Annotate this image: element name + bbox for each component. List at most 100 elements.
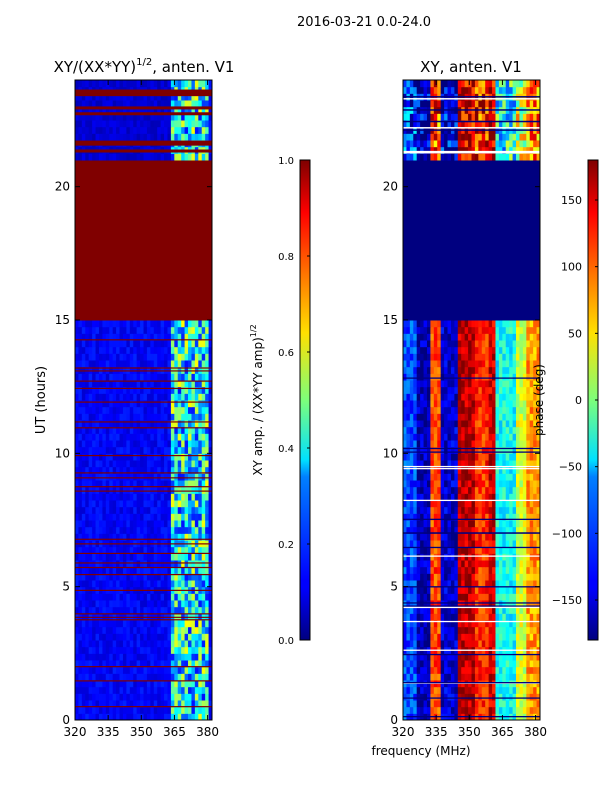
- heatmap-cell: [129, 546, 134, 554]
- heatmap-cell: [198, 700, 203, 708]
- heatmap-cell: [181, 180, 186, 188]
- heatmap-cell: [129, 700, 134, 708]
- heatmap-cell: [444, 653, 449, 661]
- heatmap-cell: [174, 286, 179, 294]
- heatmap-cell: [423, 540, 428, 548]
- heatmap-cell: [170, 253, 175, 261]
- heatmap-cell: [188, 346, 192, 354]
- heatmap-cell: [75, 120, 79, 128]
- heatmap-cell: [444, 586, 449, 594]
- heatmap-cell: [140, 426, 144, 434]
- heatmap-cell: [198, 213, 203, 221]
- heatmap-cell: [198, 433, 203, 441]
- heatmap-cell: [205, 133, 210, 141]
- heatmap-cell: [170, 366, 175, 374]
- heatmap-cell: [75, 366, 79, 374]
- heatmap-cell: [205, 440, 210, 448]
- heatmap-cell: [102, 253, 107, 261]
- heatmap-cell: [444, 693, 449, 701]
- heatmap-cell: [188, 233, 192, 241]
- heatmap-cell: [119, 486, 124, 494]
- heatmap-cell: [116, 706, 121, 714]
- heatmap-cell: [498, 706, 503, 714]
- heatmap-cell: [112, 560, 117, 568]
- heatmap-cell: [136, 100, 141, 108]
- heatmap-cell: [505, 546, 510, 554]
- heatmap-cell: [153, 360, 158, 368]
- heatmap-cell: [157, 406, 162, 414]
- heatmap-cell: [102, 293, 107, 301]
- heatmap-cell: [129, 200, 134, 208]
- heatmap-cell: [205, 353, 210, 361]
- heatmap-cell: [208, 206, 212, 214]
- heatmap-cell: [450, 586, 455, 594]
- heatmap-cell: [191, 200, 196, 208]
- heatmap-cell: [150, 526, 155, 534]
- heatmap-cell: [423, 620, 428, 628]
- heatmap-cell: [174, 186, 179, 194]
- heatmap-cell: [198, 173, 203, 181]
- heatmap-cell: [119, 420, 124, 428]
- heatmap-cell: [126, 106, 131, 114]
- heatmap-cell: [519, 673, 524, 681]
- heatmap-cell: [181, 660, 186, 668]
- heatmap-cell: [160, 173, 165, 181]
- heatmap-cell: [146, 620, 151, 628]
- heatmap-cell: [92, 220, 97, 228]
- heatmap-cell: [471, 606, 476, 614]
- heatmap-cell: [143, 526, 148, 534]
- heatmap-cell: [512, 620, 517, 628]
- heatmap-cell: [170, 333, 175, 341]
- flag-line: [75, 613, 212, 615]
- heatmap-cell: [157, 620, 162, 628]
- heatmap-cell: [502, 593, 507, 601]
- heatmap-cell: [81, 366, 86, 374]
- heatmap-cell: [98, 360, 103, 368]
- heatmap-cell: [194, 133, 199, 141]
- heatmap-cell: [88, 93, 93, 101]
- heatmap-cell: [102, 466, 107, 474]
- heatmap-cell: [174, 353, 179, 361]
- heatmap-cell: [136, 206, 141, 214]
- heatmap-cell: [81, 513, 86, 521]
- heatmap-cell: [102, 393, 107, 401]
- heatmap-cell: [437, 560, 442, 568]
- heatmap-cell: [112, 133, 117, 141]
- heatmap-cell: [205, 200, 210, 208]
- heatmap-cell: [184, 433, 189, 441]
- heatmap-cell: [512, 606, 517, 614]
- heatmap-cell: [170, 460, 175, 468]
- heatmap-cell: [191, 680, 196, 688]
- heatmap-cell: [174, 106, 179, 114]
- heatmap-cell: [416, 626, 421, 634]
- heatmap-cell: [492, 553, 496, 561]
- heatmap-cell: [201, 153, 206, 161]
- heatmap-cell: [164, 666, 168, 674]
- heatmap-cell: [502, 573, 507, 581]
- heatmap-cell: [129, 686, 134, 694]
- heatmap-cell: [81, 253, 86, 261]
- heatmap-cell: [194, 220, 199, 228]
- heatmap-cell: [126, 213, 131, 221]
- heatmap-cell: [205, 400, 210, 408]
- heatmap-cell: [181, 406, 186, 414]
- heatmap-cell: [133, 566, 138, 574]
- heatmap-cell: [516, 706, 520, 714]
- heatmap-cell: [468, 653, 472, 661]
- heatmap-cell: [430, 566, 435, 574]
- heatmap-cell: [433, 573, 438, 581]
- heatmap-cell: [167, 333, 172, 341]
- heatmap-cell: [170, 286, 175, 294]
- heatmap-cell: [522, 666, 527, 674]
- heatmap-cell: [194, 193, 199, 201]
- heatmap-cell: [181, 93, 186, 101]
- heatmap-cell: [112, 373, 117, 381]
- heatmap-cell: [181, 166, 186, 174]
- heatmap-cell: [112, 213, 117, 221]
- heatmap-cell: [433, 606, 438, 614]
- heatmap-cell: [143, 260, 148, 268]
- heatmap-cell: [437, 706, 442, 714]
- heatmap-cell: [174, 80, 179, 88]
- heatmap-cell: [88, 486, 93, 494]
- heatmap-cell: [447, 653, 452, 661]
